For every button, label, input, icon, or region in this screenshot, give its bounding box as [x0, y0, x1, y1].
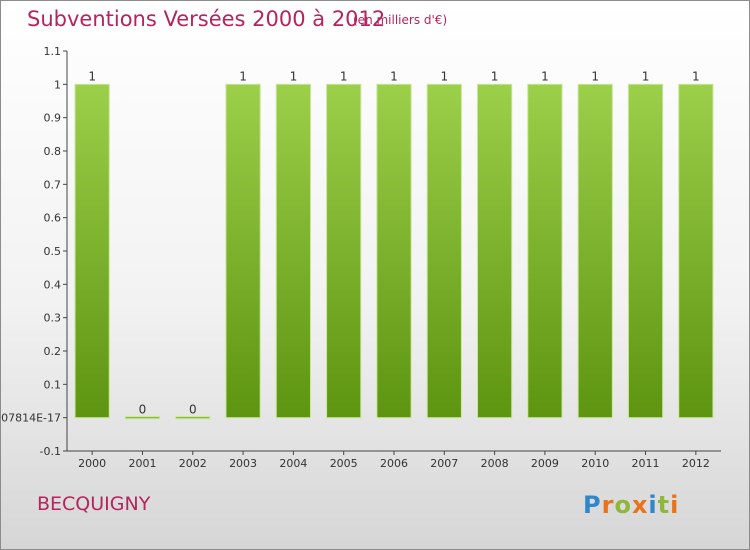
bar-2012 [678, 83, 714, 419]
data-label-2004: 1 [290, 69, 298, 83]
data-label-2002: 0 [189, 403, 197, 417]
logo-letter: P [583, 491, 602, 519]
y-tick-label: 1.1 [44, 45, 62, 58]
data-label-2012: 1 [692, 69, 700, 83]
bar-2009 [527, 83, 563, 419]
bar-2004 [275, 83, 311, 419]
x-tick-label-2008: 2008 [481, 457, 509, 470]
y-tick-label: 0.6 [44, 212, 62, 225]
y-tick-label: 0.1 [44, 378, 62, 391]
logo-letter: i [670, 491, 680, 519]
y-tick-label: 1.3877787807814E-17 [1, 412, 61, 425]
x-tick-label-2012: 2012 [682, 457, 710, 470]
y-tick-label: -0.1 [40, 445, 61, 458]
axes [63, 50, 721, 455]
x-tick-label-2004: 2004 [279, 457, 307, 470]
logo-letter: r [601, 491, 615, 519]
bar-2001 [124, 416, 161, 420]
y-tick-label: 0.3 [44, 312, 62, 325]
y-tick-label: 0.5 [44, 245, 62, 258]
bar-2000 [74, 83, 110, 419]
x-tick-label-2007: 2007 [430, 457, 458, 470]
y-tick-label: 0.8 [44, 145, 62, 158]
bar-2010 [577, 83, 613, 419]
x-tick-label-2001: 2001 [128, 457, 156, 470]
y-tick-label: 0.4 [44, 278, 62, 291]
y-tick-label: 0.2 [44, 345, 62, 358]
bar-2002 [175, 416, 211, 420]
chart-unit: (en milliers d'€) [353, 13, 448, 27]
chart-title: Subventions Versées 2000 à 2012 [27, 7, 386, 31]
logo-letter: x [631, 491, 649, 519]
proxiti-logo: Proxiti [583, 491, 679, 519]
data-label-2003: 1 [239, 69, 247, 83]
bar-2011 [627, 83, 664, 419]
y-tick-label: 0.9 [44, 112, 62, 125]
logo-letter: i [648, 491, 658, 519]
x-tick-label-2011: 2011 [632, 457, 660, 470]
data-label-2005: 1 [340, 69, 348, 83]
x-tick-label-2003: 2003 [229, 457, 257, 470]
x-tick-label-2009: 2009 [531, 457, 559, 470]
bar-2007 [426, 83, 462, 419]
x-tick-label-2010: 2010 [581, 457, 609, 470]
data-label-2008: 1 [491, 69, 499, 83]
logo-letter: o [614, 491, 632, 519]
bar-2006 [376, 83, 412, 419]
y-tick-label: 1 [54, 78, 61, 91]
bar-2005 [326, 83, 362, 419]
data-label-2009: 1 [541, 69, 549, 83]
y-tick-label: 0.7 [44, 178, 62, 191]
data-label-2007: 1 [440, 69, 448, 83]
data-label-2011: 1 [642, 69, 650, 83]
x-tick-label-2005: 2005 [330, 457, 358, 470]
x-tick-label-2006: 2006 [380, 457, 408, 470]
data-label-2010: 1 [591, 69, 599, 83]
logo-letter: t [657, 491, 671, 519]
labels: -0.1 1.3877787807814E-17 0.1 0.2 0.3 0.4 0.5 0.… [1, 45, 710, 470]
bar-2008 [477, 83, 513, 419]
commune-name: BECQUIGNY [37, 493, 151, 515]
data-label-2001: 0 [139, 403, 147, 417]
bars [74, 83, 714, 420]
data-label-2006: 1 [390, 69, 398, 83]
x-tick-label-2000: 2000 [78, 457, 106, 470]
bar-2003 [225, 83, 261, 419]
data-label-2000: 1 [88, 69, 96, 83]
x-tick-label-2002: 2002 [179, 457, 207, 470]
